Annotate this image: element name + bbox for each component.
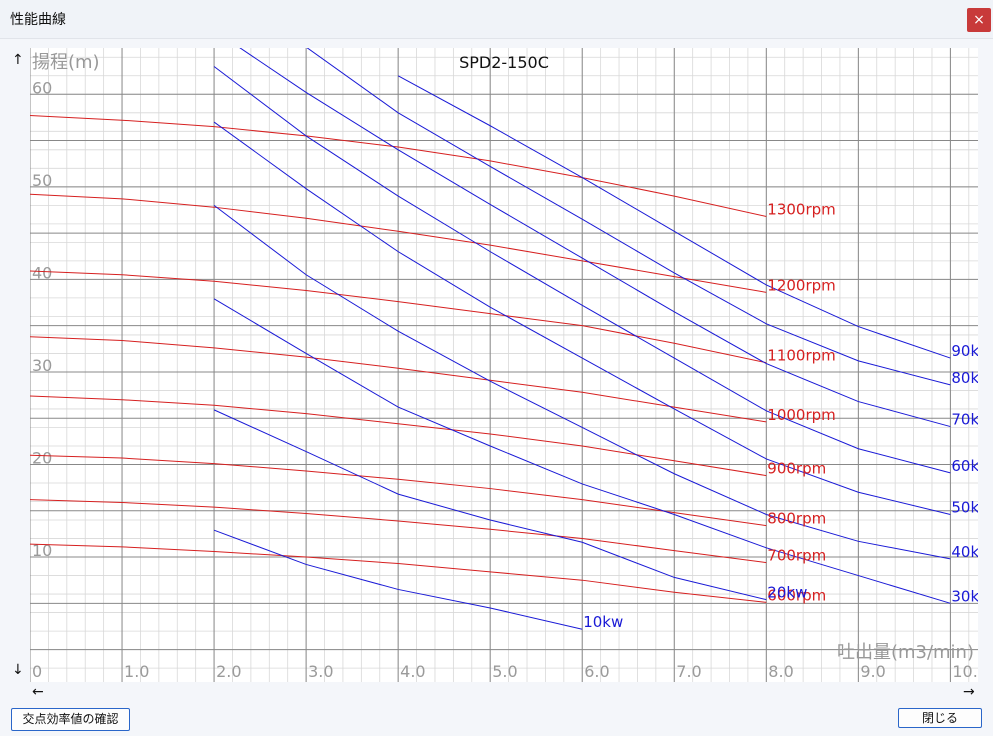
title-bar: 性能曲線 × <box>0 0 993 39</box>
y-tick-label: 40 <box>32 263 52 282</box>
scroll-down-arrow-icon[interactable]: ↓ <box>12 662 24 678</box>
rpm-label: 1000rpm <box>767 406 835 424</box>
kw-curves <box>213 29 951 630</box>
performance-chart-area: 0 1.0 2.0 3.0 4.0 5.0 6.0 7.0 8.0 9.0 10.0 10 20 30 40… <box>29 29 991 682</box>
y-tick-label: 60 <box>32 78 52 97</box>
y-axis-label: 揚程(m) <box>32 52 100 73</box>
rpm-curve <box>29 499 767 564</box>
scroll-up-arrow-icon[interactable]: ↑ <box>12 52 24 68</box>
rpm-label: 1200rpm <box>767 276 835 294</box>
rpm-curves <box>29 115 767 603</box>
rpm-curve <box>29 193 767 293</box>
scroll-right-arrow-icon[interactable]: → <box>963 684 975 700</box>
x-tick-label: 9.0 <box>860 662 885 681</box>
kw-label: 90kw <box>951 342 978 360</box>
x-axis-label: 吐出量(m3/min) <box>837 642 974 663</box>
kw-curve <box>213 29 951 428</box>
close-window-button[interactable]: × <box>967 8 991 32</box>
minor-grid <box>29 48 978 682</box>
kw-label: 70kw <box>951 411 978 429</box>
scroll-left-arrow-icon[interactable]: ← <box>32 684 44 700</box>
x-tick-label: 5.0 <box>492 662 517 681</box>
major-grid <box>29 48 978 682</box>
tick-labels: 0 1.0 2.0 3.0 4.0 5.0 6.0 7.0 8.0 9.0 10.0 10 20 30 40… <box>32 78 988 681</box>
kw-curve <box>213 204 951 560</box>
x-tick-label: 0 <box>32 662 42 681</box>
kw-label: 30kw <box>951 587 978 605</box>
kw-label: 50kw <box>951 498 978 516</box>
x-tick-label: 3.0 <box>308 662 333 681</box>
rpm-label: 800rpm <box>767 510 826 528</box>
x-tick-label: 4.0 <box>400 662 425 681</box>
kw-label: 20kw <box>767 584 807 602</box>
kw-curve <box>213 529 583 630</box>
rpm-label: 900rpm <box>767 460 826 478</box>
kw-curve <box>213 66 951 474</box>
chart-title: SPD2-150C <box>459 53 549 72</box>
x-tick-label: 8.0 <box>768 662 793 681</box>
x-tick-label: 1.0 <box>124 662 149 681</box>
rpm-label: 600rpm <box>767 586 826 604</box>
kw-curve <box>213 409 767 601</box>
series-labels: 1300rpm 1200rpm 1100rpm 1000rpm 900rpm 800rpm… <box>583 200 991 631</box>
y-tick-label: 20 <box>32 449 52 468</box>
rpm-curve <box>29 395 767 477</box>
y-tick-label: 30 <box>32 356 52 375</box>
kw-curve <box>397 75 951 359</box>
kw-curve <box>213 121 951 515</box>
x-tick-label: 10.0 <box>952 662 978 681</box>
y-tick-label: 50 <box>32 171 52 190</box>
kw-label: 80kw <box>951 369 978 387</box>
rpm-curve <box>29 270 767 364</box>
rpm-curve <box>29 336 767 423</box>
rpm-label: 700rpm <box>767 547 826 565</box>
kw-label: 40kw <box>951 543 978 561</box>
rpm-curve <box>29 454 767 527</box>
rpm-label: 1300rpm <box>767 200 835 218</box>
rpm-curve <box>29 543 767 603</box>
kw-curve <box>213 298 951 604</box>
y-tick-label: 10 <box>32 541 52 560</box>
kw-label: 10kw <box>583 613 623 631</box>
x-tick-label: 2.0 <box>216 662 241 681</box>
x-tick-label: 7.0 <box>676 662 701 681</box>
rpm-label: 1100rpm <box>767 347 835 365</box>
window-title: 性能曲線 <box>10 12 66 28</box>
performance-chart: 0 1.0 2.0 3.0 4.0 5.0 6.0 7.0 8.0 9.0 10.0 10 20 30 40… <box>29 29 991 682</box>
kw-curve <box>305 46 951 386</box>
check-efficiency-button[interactable]: 交点効率値の確認 <box>11 708 130 731</box>
x-tick-label: 6.0 <box>584 662 609 681</box>
rpm-curve <box>29 115 767 217</box>
kw-label: 60kw <box>951 457 978 475</box>
close-button[interactable]: 閉じる <box>898 708 982 728</box>
